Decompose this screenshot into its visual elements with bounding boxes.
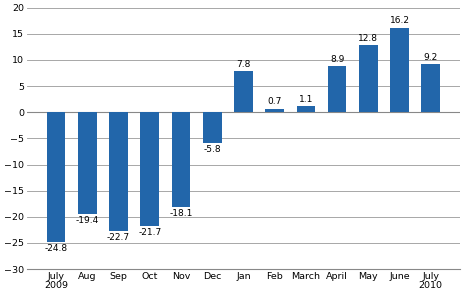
Text: -18.1: -18.1 [169, 209, 192, 218]
Text: 16.2: 16.2 [389, 16, 409, 26]
Text: 9.2: 9.2 [423, 53, 437, 62]
Text: -24.8: -24.8 [44, 244, 68, 253]
Bar [358, 45, 377, 112]
Text: -22.7: -22.7 [107, 233, 130, 242]
Bar [171, 112, 190, 207]
Bar [420, 64, 439, 112]
Bar [265, 108, 283, 112]
Bar [202, 112, 221, 143]
Text: -21.7: -21.7 [138, 228, 161, 237]
Text: 7.8: 7.8 [236, 60, 250, 69]
Text: 1.1: 1.1 [298, 95, 313, 104]
Bar [327, 66, 346, 112]
Bar [233, 71, 252, 112]
Text: 0.7: 0.7 [267, 98, 281, 106]
Text: 8.9: 8.9 [329, 55, 344, 64]
Text: -19.4: -19.4 [75, 216, 99, 225]
Bar [296, 106, 314, 112]
Bar [47, 112, 65, 242]
Text: 12.8: 12.8 [357, 34, 377, 43]
Bar [140, 112, 159, 226]
Bar [389, 28, 408, 112]
Bar [109, 112, 128, 231]
Text: -5.8: -5.8 [203, 145, 220, 154]
Bar [78, 112, 96, 214]
